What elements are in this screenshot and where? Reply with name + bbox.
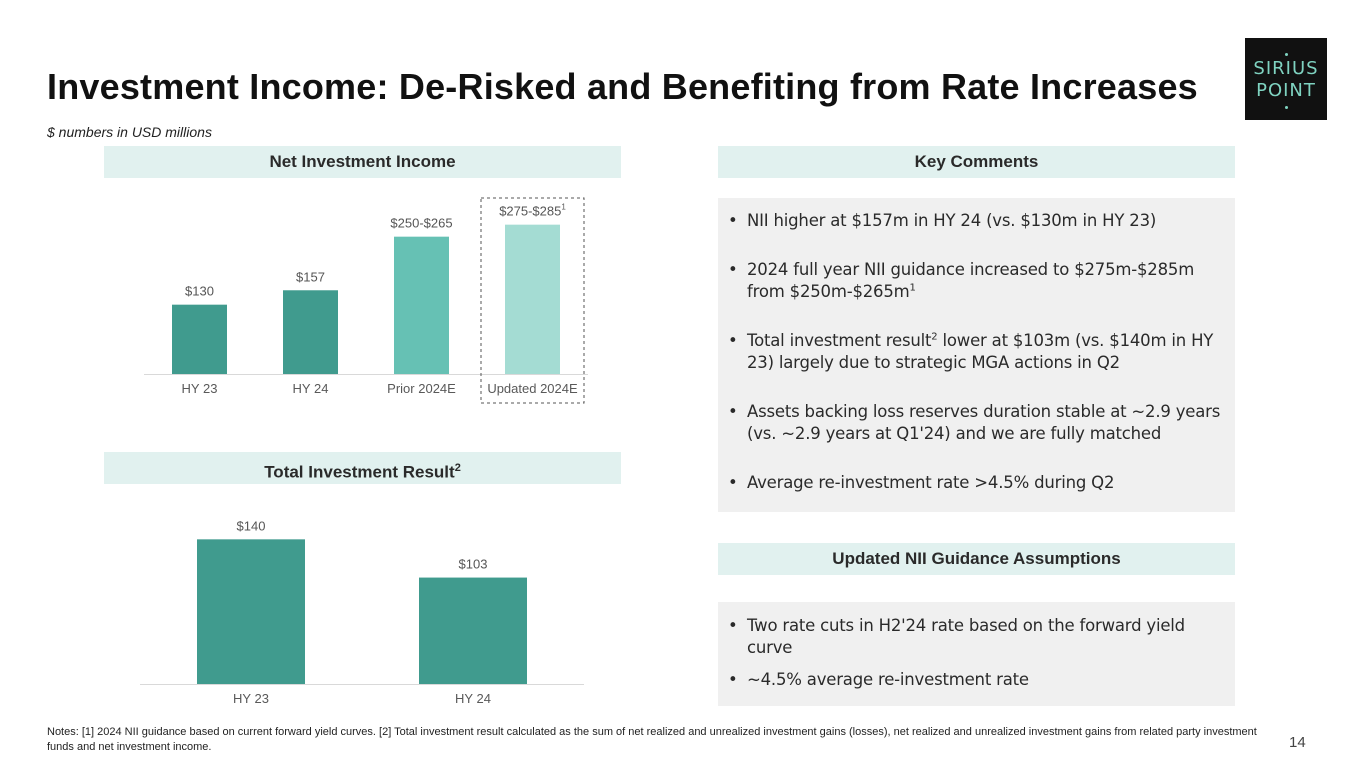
key-comment-text: Total investment result (747, 331, 932, 350)
tir-header-label: Total Investment Result (264, 462, 455, 482)
category-label: HY 24 (455, 691, 491, 706)
nii-chart-svg: $130 HY 23 $157 HY 24 $250-$265 Prior 2024E $2… (144, 197, 588, 404)
category-label: HY 23 (233, 691, 269, 706)
data-label: $250-$265 (390, 216, 452, 231)
units-note: $ numbers in USD millions (47, 124, 212, 140)
bullet-icon: • (728, 670, 738, 689)
footnote-ref: 2 (931, 331, 938, 343)
page-number: 14 (1289, 734, 1306, 751)
tir-header-footnote: 2 (454, 462, 461, 474)
logo-dot-icon (1285, 53, 1288, 56)
category-label: Updated 2024E (487, 381, 578, 396)
key-comment-item: • NII higher at $157m in HY 24 (vs. $130… (718, 210, 1235, 232)
highlight-box (480, 197, 585, 404)
data-label: $275-$2851 (499, 203, 566, 219)
tir-chart: $140 HY 23 $103 HY 24 (104, 510, 621, 710)
nii-header-label: Net Investment Income (269, 152, 456, 171)
key-comment-text-cont: lower at $103m (vs. $140m in HY 23) larg… (747, 331, 1214, 372)
chart-bar (394, 236, 449, 374)
key-comment-item: • 2024 full year NII guidance increased … (718, 259, 1235, 303)
logo-line-1: SIRIUS (1253, 58, 1319, 79)
data-label: $103 (459, 557, 488, 572)
logo-dot-icon (1285, 106, 1288, 109)
slide-title: Investment Income: De-Risked and Benefit… (47, 66, 1198, 107)
bullet-icon: • (728, 616, 738, 635)
bullet-icon: • (728, 260, 738, 279)
guidance-item: • Two rate cuts in H2'24 rate based on t… (718, 615, 1235, 659)
guidance-panel: • Two rate cuts in H2'24 rate based on t… (718, 602, 1235, 706)
bullet-icon: • (728, 211, 738, 230)
guidance-text: ~4.5% average re-investment rate (747, 670, 1029, 689)
key-comment-item: • Assets backing loss reserves duration … (718, 401, 1235, 445)
category-label: HY 23 (182, 381, 218, 396)
category-label: Prior 2024E (387, 381, 456, 396)
guidance-label: Updated NII Guidance Assumptions (832, 549, 1121, 568)
chart-bar (197, 539, 305, 684)
category-label: HY 24 (293, 381, 329, 396)
key-comment-text: Assets backing loss reserves duration st… (747, 402, 1221, 443)
footnote-ref: 1 (909, 282, 916, 294)
data-label: $157 (296, 269, 325, 284)
bullet-icon: • (728, 473, 738, 492)
nii-chart: $130 HY 23 $157 HY 24 $250-$265 Prior 2024E $2… (104, 190, 621, 415)
tir-header: Total Investment Result2 (104, 452, 621, 484)
key-comment-text: Average re-investment rate >4.5% during … (747, 473, 1115, 492)
bullet-icon: • (728, 331, 738, 350)
nii-header: Net Investment Income (104, 146, 621, 178)
sirius-point-logo: SIRIUS POINT (1245, 38, 1327, 120)
key-comment-text: NII higher at $157m in HY 24 (vs. $130m … (747, 211, 1157, 230)
chart-bar (172, 304, 227, 374)
key-comment-text: 2024 full year NII guidance increased to… (747, 260, 1195, 301)
data-label-footnote: 1 (561, 203, 566, 212)
chart-bar (505, 224, 560, 374)
key-comments-header: Key Comments (718, 146, 1235, 178)
tir-chart-svg: $140 HY 23 $103 HY 24 (140, 518, 584, 706)
guidance-item: • ~4.5% average re-investment rate (718, 669, 1235, 691)
data-label: $140 (237, 518, 266, 533)
guidance-header: Updated NII Guidance Assumptions (718, 543, 1235, 575)
data-label: $130 (185, 284, 214, 299)
key-comment-item: • Average re-investment rate >4.5% durin… (718, 472, 1235, 494)
chart-bar (283, 290, 338, 374)
key-comments-label: Key Comments (914, 152, 1039, 171)
chart-bar (419, 577, 527, 684)
guidance-text: Two rate cuts in H2'24 rate based on the… (747, 616, 1185, 657)
footnotes: Notes: [1] 2024 NII guidance based on cu… (47, 726, 1257, 753)
key-comment-item: • Total investment result2 lower at $103… (718, 330, 1235, 374)
bullet-icon: • (728, 402, 738, 421)
logo-line-2: POINT (1256, 80, 1316, 101)
key-comments-panel: • NII higher at $157m in HY 24 (vs. $130… (718, 198, 1235, 512)
